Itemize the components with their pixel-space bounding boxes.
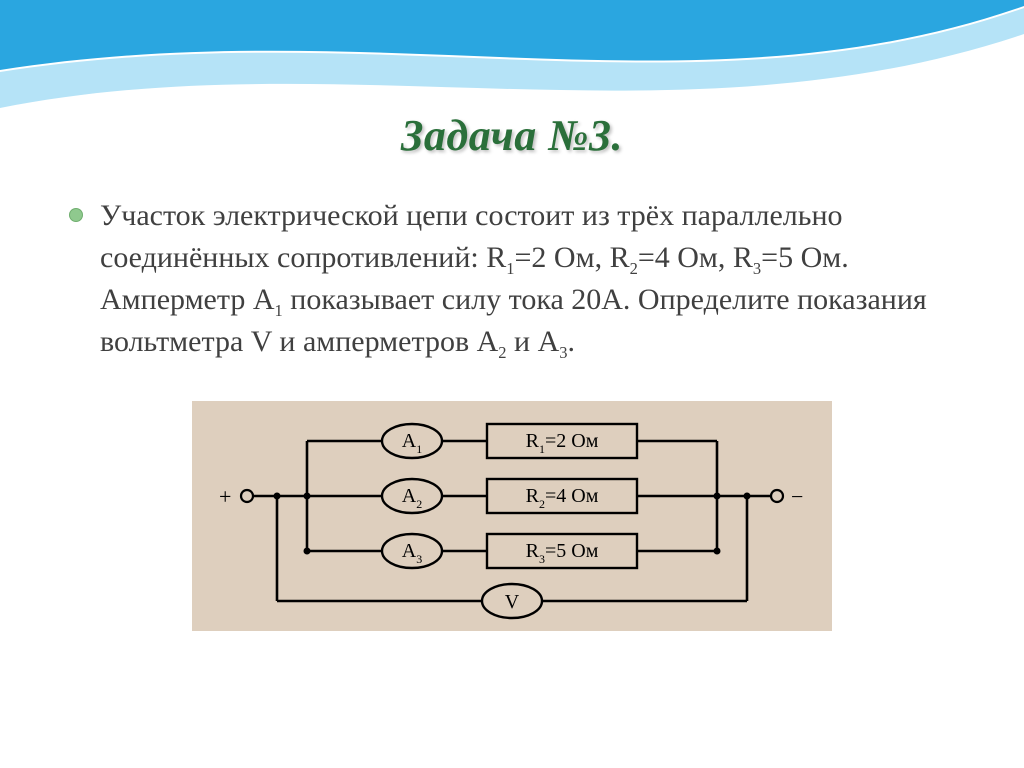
circuit-diagram-container: +−A1R1=2 ОмA2R2=4 ОмA3R3=5 ОмV <box>192 401 832 631</box>
voltmeter-label: V <box>505 591 520 613</box>
terminal-minus: − <box>791 484 803 509</box>
circuit-diagram: +−A1R1=2 ОмA2R2=4 ОмA3R3=5 ОмV <box>192 401 832 631</box>
problem-text: Участок электрической цепи состоит из тр… <box>100 199 927 358</box>
bullet-icon <box>70 209 82 221</box>
terminal-plus: + <box>219 484 231 509</box>
problem-text-block: Участок электрической цепи состоит из тр… <box>70 195 954 363</box>
problem-title: Задача №3. <box>70 110 954 161</box>
